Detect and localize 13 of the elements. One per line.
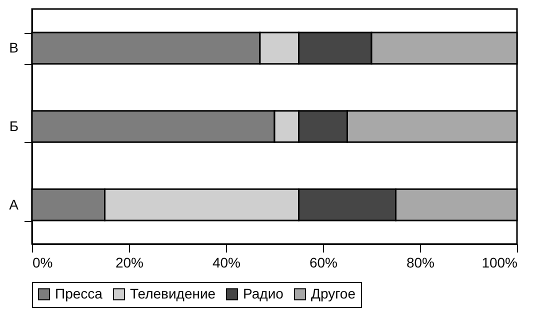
x-tick-label: 40% <box>212 254 241 270</box>
y-tick-label: Б <box>9 118 18 134</box>
y-tick-label: В <box>9 40 18 56</box>
y-tick-label: А <box>9 196 20 212</box>
x-tick-label: 20% <box>115 254 144 270</box>
x-tick-label: 100% <box>482 254 518 270</box>
x-tick-label: 0% <box>32 254 53 270</box>
x-tick-label: 80% <box>406 254 435 270</box>
x-tick-label: 60% <box>309 254 338 270</box>
legend-label: Другое <box>311 285 356 302</box>
legend-label: Пресса <box>55 285 103 302</box>
legend-label: Телевидение <box>130 285 216 302</box>
legend-label: Радио <box>243 285 284 302</box>
